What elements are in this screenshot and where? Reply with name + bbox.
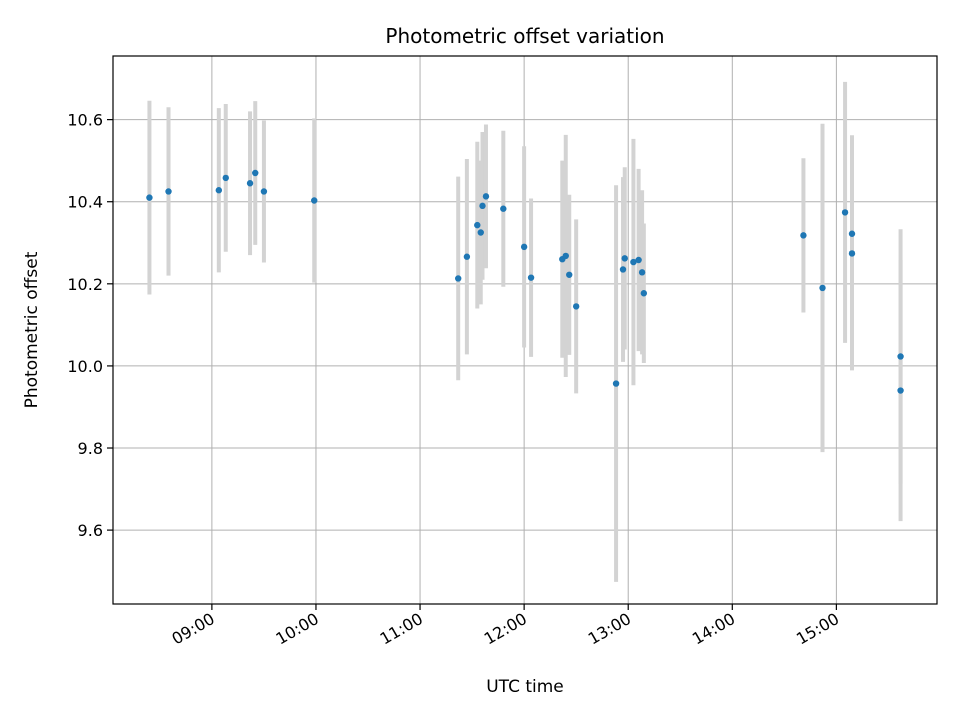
data-point [260,188,268,195]
y-tick-label: 9.8 [78,439,103,458]
data-point [146,194,153,201]
plot-frame [112,55,938,605]
y-axis-ticks: 9.6 9.8 10.0 10.2 10.4 10.6 [67,111,113,540]
data-point [619,266,627,273]
data-point [848,250,856,257]
y-tick-label: 10.6 [67,111,103,130]
data-point [621,255,628,262]
data-point [819,284,826,292]
y-axis-label: Photometric offset [22,251,42,408]
data-point [572,303,580,310]
y-tick-label: 10.0 [67,357,103,376]
x-axis-ticks: 09:00 10:00 11:00 12:00 13:00 14:00 15:00 [168,604,842,649]
data-point [500,205,507,212]
data-point [520,243,528,251]
y-tick-label: 9.6 [78,521,103,540]
data-point [463,253,471,260]
x-tick-label: 13:00 [585,609,634,649]
x-tick-label: 14:00 [689,609,738,649]
data-point [482,193,490,200]
data-point [562,252,569,260]
data-point [165,188,172,195]
error-bars [147,81,903,582]
x-tick-label: 12:00 [481,609,530,649]
data-point [897,353,904,360]
data-points [146,169,904,394]
chart-title: Photometric offset variation [385,24,664,48]
data-point [630,258,637,266]
y-tick-label: 10.2 [67,275,103,294]
data-point [455,275,462,282]
x-tick-label: 11:00 [377,609,426,649]
data-point [800,232,807,239]
data-point [246,180,254,187]
x-axis-label: UTC time [486,677,564,697]
data-point [612,380,620,387]
data-point [222,174,229,182]
x-tick-label: 15:00 [793,609,842,649]
data-point [474,221,481,229]
data-point [897,387,904,394]
data-point [527,274,535,281]
data-point [477,229,484,236]
data-point [638,269,646,276]
data-point [252,169,259,177]
data-point [566,271,573,278]
data-point [635,256,642,264]
data-point [311,197,318,204]
data-point [848,230,856,237]
data-point [479,202,486,210]
x-tick-label: 10:00 [273,609,322,649]
x-tick-label: 09:00 [168,609,217,649]
data-point [215,187,223,194]
y-tick-label: 10.4 [67,193,103,212]
data-point [640,290,648,297]
data-point [841,209,849,216]
